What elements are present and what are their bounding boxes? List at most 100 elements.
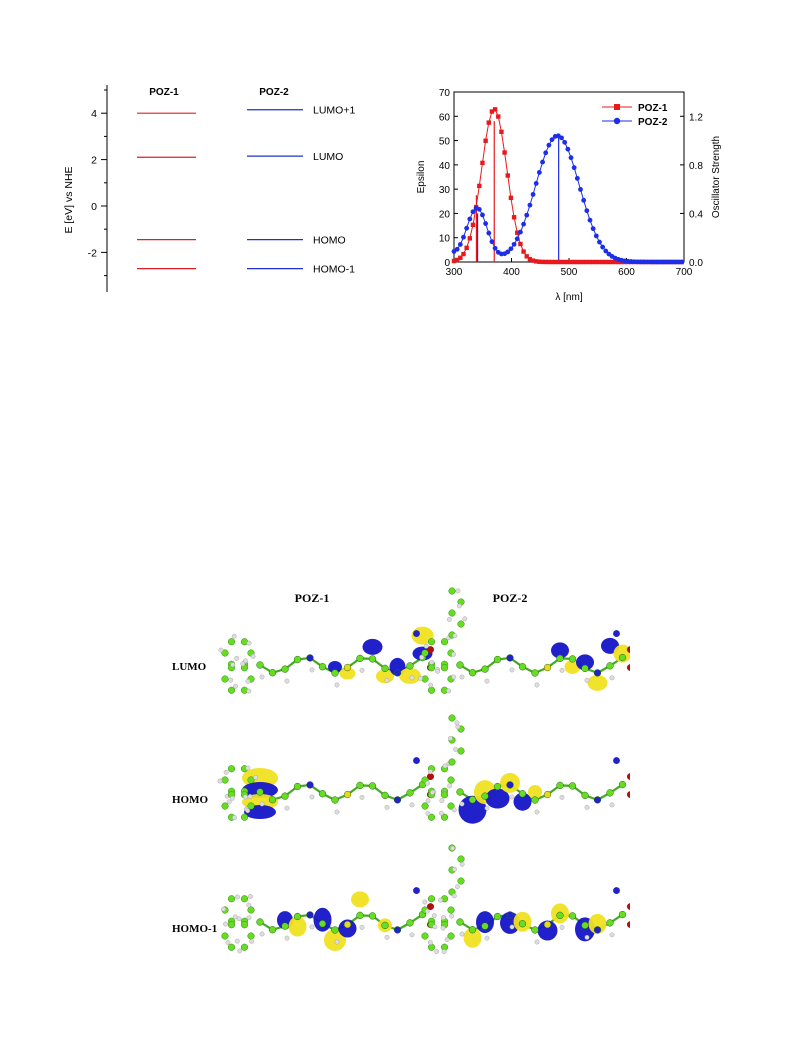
data-point xyxy=(511,215,517,220)
orbital-lobe xyxy=(613,644,632,663)
atom-hydrogen xyxy=(234,938,240,944)
atom-hydrogen xyxy=(484,805,490,811)
atom-hydrogen xyxy=(455,588,461,594)
atom-nitrogen xyxy=(593,796,602,804)
atom-oxygen xyxy=(427,903,434,911)
atom-carbon xyxy=(368,782,377,790)
atom-hydrogen xyxy=(309,667,315,673)
data-point xyxy=(587,259,593,265)
data-point xyxy=(470,209,476,215)
atom-carbon xyxy=(256,661,264,669)
data-point xyxy=(508,195,514,201)
atom-hydrogen xyxy=(534,939,540,945)
atom-carbon xyxy=(221,649,229,657)
data-point xyxy=(480,212,485,218)
atom-hydrogen xyxy=(229,795,235,801)
atom-carbon xyxy=(448,587,456,595)
x-tick-label: 300 xyxy=(446,267,463,278)
atom-hydrogen xyxy=(232,815,237,821)
data-point xyxy=(530,192,536,197)
atom-carbon xyxy=(556,654,564,663)
data-point xyxy=(679,259,685,265)
orbital-lobe xyxy=(528,784,542,799)
atom-carbon xyxy=(331,796,339,804)
x-tick-label: 500 xyxy=(561,267,578,278)
atom-hydrogen xyxy=(250,654,256,659)
spectrum-sticks xyxy=(475,121,560,262)
atom-carbon xyxy=(247,802,255,810)
y-tick-label: 20 xyxy=(439,209,451,220)
atom-hydrogen xyxy=(309,924,315,930)
atom-nitrogen xyxy=(306,654,314,662)
atom-hydrogen xyxy=(452,633,458,639)
atom-hydrogen xyxy=(451,651,456,657)
atom-hydrogen xyxy=(430,790,435,795)
atom-hydrogen xyxy=(559,794,565,800)
data-point xyxy=(562,139,568,145)
y-tick-label: 0 xyxy=(444,258,450,269)
atom-hydrogen xyxy=(451,893,457,899)
atom-carbon xyxy=(447,802,455,810)
data-point xyxy=(581,197,587,203)
atom-carbon xyxy=(447,776,455,784)
atom-sulfur xyxy=(343,790,352,799)
atom-carbon xyxy=(247,932,255,940)
atom-hydrogen xyxy=(284,678,290,684)
atom-hydrogen xyxy=(509,924,515,930)
atom-hydrogen xyxy=(444,937,450,942)
atom-carbon xyxy=(227,686,236,694)
atom-carbon xyxy=(427,638,436,646)
atom-hydrogen xyxy=(432,924,438,930)
atom-carbon xyxy=(493,912,502,921)
data-point xyxy=(530,258,536,263)
atom-hydrogen xyxy=(246,902,252,908)
data-point xyxy=(492,107,498,112)
atom-carbon xyxy=(518,663,527,671)
orbital-molecule-renderings xyxy=(217,587,634,955)
atom-carbon xyxy=(281,665,289,673)
atom-hydrogen xyxy=(237,948,243,954)
atom-hydrogen xyxy=(334,682,340,688)
atom-hydrogen xyxy=(419,654,425,660)
atom-hydrogen xyxy=(249,938,254,944)
data-point xyxy=(543,150,549,156)
atom-carbon xyxy=(606,662,614,670)
atom-carbon xyxy=(356,781,364,790)
atom-hydrogen xyxy=(438,897,443,903)
data-point xyxy=(505,173,510,178)
orbital-lobe xyxy=(551,642,569,659)
atom-carbon xyxy=(457,620,465,628)
data-point xyxy=(483,138,488,143)
atom-carbon xyxy=(448,714,456,722)
data-point xyxy=(575,259,580,265)
atom-hydrogen xyxy=(243,794,248,800)
atom-hydrogen xyxy=(232,914,238,920)
atom-carbon xyxy=(293,912,302,921)
atom-carbon xyxy=(468,926,477,934)
atom-nitrogen xyxy=(306,911,314,919)
atom-hydrogen xyxy=(449,913,454,919)
data-point xyxy=(467,216,473,222)
atom-hydrogen xyxy=(234,655,240,661)
atom-hydrogen xyxy=(425,798,431,804)
legend-marker-poz2 xyxy=(613,117,621,125)
atom-carbon xyxy=(447,906,455,914)
atom-oxygen xyxy=(627,773,634,781)
atom-carbon xyxy=(531,796,539,804)
energy-tick-label: -2 xyxy=(88,247,97,259)
atom-oxygen xyxy=(627,921,634,929)
atom-carbon xyxy=(618,780,627,789)
atom-hydrogen xyxy=(438,810,444,816)
atom-hydrogen xyxy=(417,675,423,681)
atom-carbon xyxy=(381,921,389,930)
atom-nitrogen xyxy=(413,887,420,894)
atom-hydrogen xyxy=(454,720,460,726)
atom-carbon xyxy=(427,943,436,951)
spectrum-x-label: λ [nm] xyxy=(555,292,582,303)
atom-carbon xyxy=(618,653,627,662)
data-point xyxy=(511,241,517,247)
atom-hydrogen xyxy=(609,932,615,938)
atom-hydrogen xyxy=(447,783,453,789)
energy-level-label: HOMO-1 xyxy=(313,264,355,276)
atom-carbon xyxy=(427,895,436,903)
